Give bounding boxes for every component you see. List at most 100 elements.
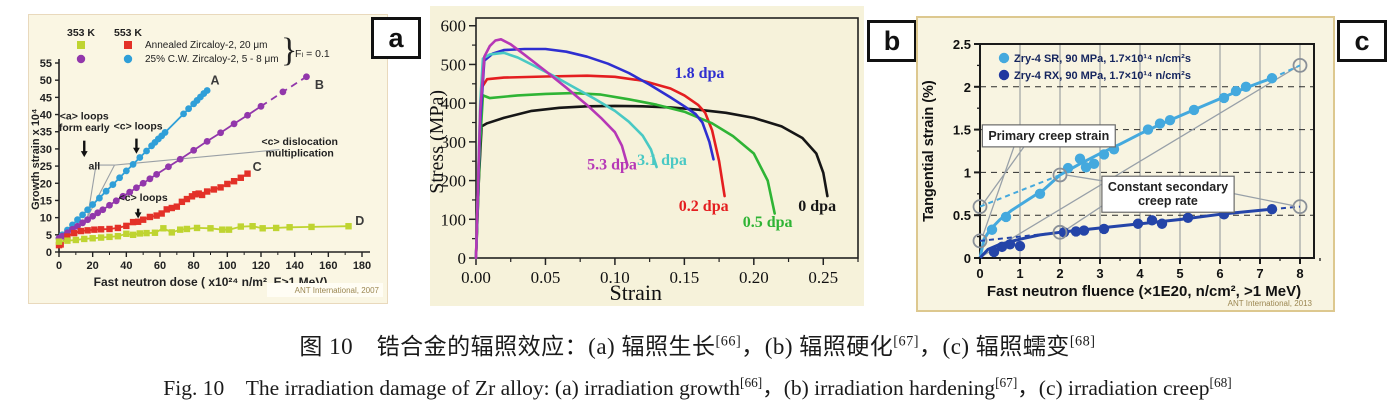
curve-label-A: A	[211, 73, 220, 87]
svg-text:5: 5	[46, 230, 52, 242]
stress-strain-chart: 0.00 0.05 0.10 0.15 0.20 0.25 0 100 200 300 400 500…	[430, 17, 859, 305]
svg-text:1.5: 1.5	[953, 123, 971, 138]
axes: 0 20 40 60 80 100 120 140 160 180 0 5 10 15 20 25 30 35 40…	[30, 58, 371, 289]
series-1.8-dpa: 1.8 dpa	[474, 47, 725, 260]
panel-b-irradiation-hardening: 0.00 0.05 0.10 0.15 0.20 0.25 0 100 200 300 400 500…	[430, 6, 864, 306]
svg-text:10: 10	[40, 213, 52, 225]
svg-text:1: 1	[1016, 266, 1023, 281]
panel-label-c: c	[1337, 20, 1387, 62]
credit-text: ANT International, 2007	[295, 286, 380, 295]
svg-text:8: 8	[1296, 266, 1303, 281]
svg-text:553 K: 553 K	[114, 27, 142, 39]
reference-superscript: [68]	[1069, 333, 1096, 350]
svg-text:0: 0	[458, 249, 467, 268]
annotation-box: Primary creep strain	[981, 124, 1116, 148]
svg-text:all: all	[89, 161, 101, 173]
svg-text:multiplication: multiplication	[266, 147, 334, 159]
svg-text:600: 600	[441, 17, 467, 36]
reference-superscript: [67]	[995, 374, 1018, 390]
svg-text:0.20: 0.20	[739, 268, 769, 287]
panel-label-b: b	[867, 20, 917, 62]
series-B: B	[55, 73, 324, 242]
svg-text:0.5: 0.5	[953, 208, 971, 223]
svg-text:2.5: 2.5	[953, 37, 971, 52]
svg-text:140: 140	[285, 260, 303, 272]
svg-text:0: 0	[964, 251, 971, 266]
svg-text:120: 120	[252, 260, 270, 272]
curve-label-1.8-dpa: 1.8 dpa	[675, 65, 725, 82]
legend: Zry-4 SR, 90 MPa, 1.7×10¹⁴ n/cm²s Zry-4 R…	[998, 52, 1191, 82]
reference-superscript: [68]	[1209, 374, 1232, 390]
y-axis-label: Stress (MPa)	[430, 90, 448, 194]
svg-text:0.10: 0.10	[600, 268, 630, 287]
curve-label-B: B	[315, 78, 324, 92]
svg-text:353 K: 353 K	[67, 27, 95, 39]
svg-text:30: 30	[40, 144, 52, 156]
caption-chinese: 图 10 锆合金的辐照效应：(a) 辐照生长[66]，(b) 辐照硬化[67]，…	[299, 333, 1096, 359]
curve-label-0.5-dpa: 0.5 dpa	[743, 214, 793, 231]
svg-text:form early: form early	[59, 122, 110, 134]
curve-label-0-dpa: 0 dpa	[798, 198, 836, 215]
panel-label-a: a	[371, 17, 421, 59]
svg-text:0.05: 0.05	[531, 268, 561, 287]
svg-text:Annealed Zircaloy-2, 20 μm: Annealed Zircaloy-2, 20 μm	[145, 40, 268, 51]
svg-text:50: 50	[40, 75, 52, 87]
creep-strain-chart: Primary creep strain Constant secondarycr…	[921, 37, 1321, 308]
svg-text:400: 400	[441, 94, 467, 113]
reference-superscript: [66]	[715, 333, 742, 350]
curve-label-C: C	[253, 160, 262, 174]
svg-text:7: 7	[1256, 266, 1263, 281]
svg-text:35: 35	[40, 127, 52, 139]
svg-text:<a> loops: <a> loops	[60, 110, 109, 122]
svg-text:60: 60	[154, 260, 166, 272]
svg-text:45: 45	[40, 92, 52, 104]
panel-a-irradiation-growth: 0 20 40 60 80 100 120 140 160 180 0 5 10 15 20 25 30 35 40…	[28, 14, 388, 304]
svg-text:6: 6	[1216, 266, 1223, 281]
svg-text:Primary creep strain: Primary creep strain	[988, 129, 1109, 143]
svg-text:100: 100	[218, 260, 236, 272]
svg-text:Constant secondary: Constant secondary	[1108, 180, 1228, 194]
axes: 0.00 0.05 0.10 0.15 0.20 0.25 0 100 200 300 400 500…	[430, 17, 859, 305]
reference-superscript: [67]	[893, 333, 920, 350]
y-axis-label: Growth strain x 10⁴	[30, 109, 42, 210]
curve-label-0.2-dpa: 0.2 dpa	[679, 198, 729, 215]
svg-text:20: 20	[87, 260, 99, 272]
svg-text:0.00: 0.00	[461, 268, 491, 287]
series-A: A	[55, 73, 220, 242]
reference-superscript: [66]	[740, 374, 763, 390]
credit-text: ANT International, 2013	[1228, 299, 1313, 308]
caption-english: Fig. 10 The irradiation damage of Zr all…	[163, 374, 1232, 400]
svg-text:25: 25	[40, 161, 52, 173]
svg-text:creep rate: creep rate	[1138, 194, 1198, 208]
svg-text:40: 40	[40, 110, 52, 122]
svg-text:180: 180	[353, 260, 371, 272]
svg-text:80: 80	[188, 260, 200, 272]
curve-label-3.1-dpa: 3.1 dpa	[637, 152, 687, 169]
svg-text:0: 0	[46, 247, 52, 259]
svg-text:500: 500	[441, 55, 467, 74]
x-axis-label: Fast neutron fluence (×1E20, n/cm², >1 M…	[987, 283, 1301, 300]
series-0-dpa: 0 dpa	[474, 104, 836, 260]
svg-text:20: 20	[40, 178, 52, 190]
svg-text:1: 1	[964, 165, 971, 180]
legend-note: Fₗ = 0.1	[295, 48, 330, 60]
x-axis-label: Strain	[609, 280, 662, 305]
curve-label-5.3-dpa: 5.3 dpa	[587, 157, 637, 174]
svg-text:200: 200	[441, 172, 467, 191]
svg-text:2: 2	[964, 80, 971, 95]
svg-text:300: 300	[441, 133, 467, 152]
svg-text:25% C.W. Zircaloy-2, 5 - 8 μm: 25% C.W. Zircaloy-2, 5 - 8 μm	[145, 54, 279, 65]
series-D: D	[55, 214, 364, 245]
svg-text:Zry-4 SR, 90 MPa, 1.7×10¹⁴ n/c: Zry-4 SR, 90 MPa, 1.7×10¹⁴ n/cm²s	[1014, 53, 1191, 65]
svg-text:<c> loops: <c> loops	[114, 121, 163, 133]
series-C: C	[55, 160, 262, 249]
svg-text:0.25: 0.25	[808, 268, 838, 287]
svg-text:0: 0	[56, 260, 62, 272]
panel-c-irradiation-creep: Primary creep strain Constant secondary cr…	[916, 16, 1335, 312]
svg-text:3: 3	[1096, 266, 1103, 281]
series-0.5-dpa: 0.5 dpa	[474, 91, 793, 260]
series-Zry-4-SR	[978, 64, 1301, 259]
